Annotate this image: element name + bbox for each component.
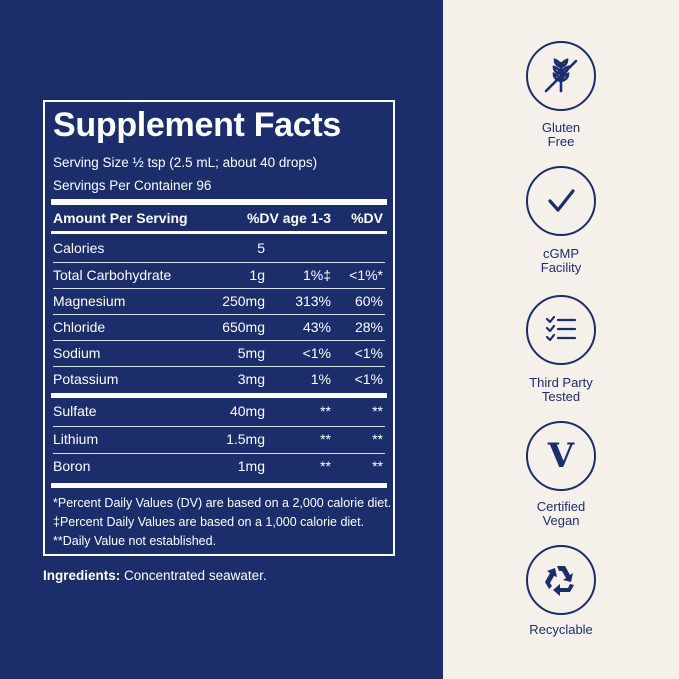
nutrient-dv: <1% [354,345,383,361]
table-header: Amount Per Serving %DV age 1-3 %DV [53,210,385,230]
nutrient-dv: 60% [354,293,383,309]
nutrient-amount: 1mg [237,458,265,474]
table-row: Potassium 3mg 1% <1% [53,366,385,392]
footer-divider [51,483,387,488]
section-divider [51,393,387,398]
nutrient-dv: 28% [354,319,383,335]
badge-label: Recyclable [500,623,622,637]
badge-label: Third Party Tested [500,376,622,404]
badge-label-line2: Facility [540,260,582,275]
cgmp-badge [526,166,596,236]
footnote: ‡Percent Daily Values are based on a 1,0… [53,515,365,529]
table-row: Sulfate 40mg ** ** [53,399,385,425]
nutrient-dv: ** [372,458,383,474]
serving-size: Serving Size ½ tsp (2.5 mL; about 40 dro… [53,155,318,170]
supplement-facts-panel: Supplement Facts Serving Size ½ tsp (2.5… [43,100,395,556]
badge-label: Gluten Free [500,121,622,149]
nutrient-amount: 5mg [237,345,265,361]
badge-label-line1: Certified [536,499,586,514]
footnote: **Daily Value not established. [53,534,217,548]
nutrient-name: Sodium [53,345,101,361]
nutrient-dv: <1%* [349,267,383,283]
nutrient-amount: 1g [249,267,265,283]
nutrient-name: Boron [53,458,91,474]
thick-divider [51,199,387,205]
badge-label-line1: Third Party [529,375,593,390]
nutrient-name: Calories [53,240,105,256]
nutrient-amount: 1.5mg [226,431,265,447]
badge-label-line2: Vegan [542,513,580,528]
gluten-free-badge [526,41,596,111]
left-navy-panel: Supplement Facts Serving Size ½ tsp (2.5… [0,0,443,679]
table-row: Lithium 1.5mg ** ** [53,426,385,452]
nutrient-amount: 650mg [222,319,265,335]
nutrient-name: Sulfate [53,403,97,419]
nutrient-dv-child: 43% [302,319,331,335]
badge-label: cGMP Facility [500,247,622,275]
nutrient-dv-child: 313% [295,293,331,309]
header-amount: Amount Per Serving [53,210,188,226]
nutrient-amount: 5 [257,240,265,256]
nutrient-amount: 40mg [229,403,265,419]
ingredients-line: Ingredients: Concentrated seawater. [43,568,267,583]
badge-label-line1: cGMP [542,246,580,261]
ingredients-text: Concentrated seawater. [120,568,267,583]
badge-label-line2: Free [547,134,575,149]
table-row: Boron 1mg ** ** [53,453,385,479]
nutrient-amount: 3mg [237,371,265,387]
table-row: Magnesium 250mg 313% 60% [53,288,385,314]
ingredients-label: Ingredients: [43,568,121,583]
footnote: *Percent Daily Values (DV) are based on … [53,496,392,510]
badge-label-line2: Tested [541,389,581,404]
table-row: Sodium 5mg <1% <1% [53,340,385,366]
nutrient-name: Lithium [53,431,99,447]
recycle-icon [545,566,574,596]
nutrient-dv-child: ** [320,431,331,447]
nutrient-name: Magnesium [53,293,126,309]
header-dv: %DV [351,210,383,226]
nutrient-dv-child: ** [320,403,331,419]
gluten-free-icon [544,58,578,93]
nutrient-dv: ** [372,431,383,447]
checklist-icon [545,315,577,342]
recyclable-badge [526,545,596,615]
table-row: Total Carbohydrate 1g 1%‡ <1%* [53,262,385,288]
nutrient-dv-child: 1% [310,371,331,387]
supplement-facts-title: Supplement Facts [53,106,342,144]
checkmark-icon [548,189,575,212]
vegan-badge: V [526,421,596,491]
nutrient-dv-child: ** [320,458,331,474]
nutrient-dv-child: 1%‡ [302,267,331,283]
nutrient-name: Potassium [53,371,119,387]
nutrient-name: Total Carbohydrate [53,267,172,283]
badge-label-line1: Gluten [541,120,581,135]
header-dv-child: %DV age 1-3 [246,210,331,226]
third-party-tested-badge [526,295,596,365]
nutrient-dv: <1% [354,371,383,387]
header-divider [51,231,387,234]
table-row: Chloride 650mg 43% 28% [53,314,385,340]
badge-label-line1: Recyclable [529,622,593,637]
servings-per-container: Servings Per Container 96 [53,178,212,193]
nutrient-name: Chloride [53,319,106,335]
vegan-v-icon: V [547,436,575,476]
nutrient-dv: ** [372,403,383,419]
table-row: Calories 5 [53,236,385,262]
nutrient-dv-child: <1% [302,345,331,361]
nutrient-amount: 250mg [222,293,265,309]
badge-label: Certified Vegan [500,500,622,528]
